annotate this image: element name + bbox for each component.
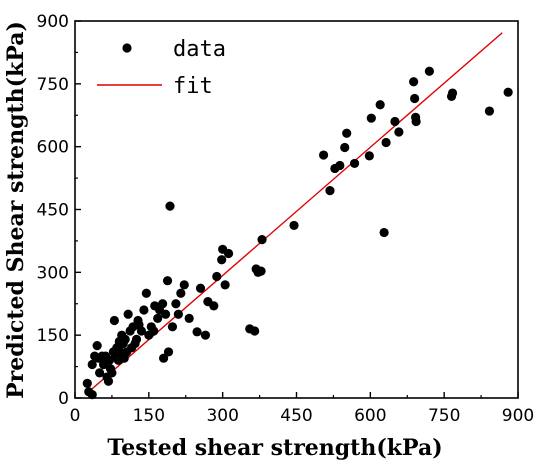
data-point — [325, 186, 335, 196]
data-point — [447, 88, 458, 98]
data-point — [153, 313, 163, 324]
data-point — [179, 280, 189, 290]
data-point — [250, 326, 260, 336]
data-point — [136, 326, 147, 336]
y-tick-label: 0 — [58, 389, 69, 409]
data-point — [162, 276, 173, 286]
data-point — [141, 288, 151, 298]
data-point — [318, 150, 329, 160]
data-point — [195, 283, 206, 293]
data-point — [87, 390, 97, 400]
legend-marker-data — [122, 43, 132, 53]
data-point — [289, 220, 299, 231]
data-point — [92, 341, 102, 351]
x-tick-label: 600 — [354, 406, 386, 426]
data-series — [82, 66, 513, 400]
data-point — [409, 77, 419, 87]
data-point — [223, 248, 234, 259]
legend: data fit — [97, 37, 226, 99]
data-point — [184, 313, 194, 324]
data-point — [209, 301, 219, 311]
data-point — [390, 116, 400, 127]
data-point — [335, 160, 345, 171]
data-point — [158, 299, 168, 309]
data-point — [131, 334, 142, 344]
x-tick-labels: 0 150 300 450 600 750 900 — [70, 406, 535, 426]
data-point — [381, 137, 391, 148]
y-tick-label: 300 — [37, 263, 69, 283]
data-point — [149, 326, 159, 336]
data-point — [349, 158, 360, 169]
data-point — [212, 271, 222, 282]
data-point — [220, 280, 230, 290]
data-point — [171, 299, 181, 309]
data-point — [103, 376, 114, 386]
data-point — [173, 309, 183, 319]
data-point — [503, 87, 513, 97]
y-tick-label: 600 — [37, 138, 69, 158]
y-tick-label: 750 — [37, 75, 69, 95]
data-point — [163, 347, 174, 357]
data-point — [165, 201, 175, 211]
data-point — [424, 66, 434, 76]
data-point — [176, 288, 186, 298]
x-tick-label: 900 — [502, 406, 534, 426]
axis-ticks — [74, 20, 519, 399]
data-point — [256, 266, 266, 276]
data-point — [411, 116, 421, 127]
data-point — [159, 353, 169, 363]
data-point — [82, 378, 92, 388]
y-tick-label: 450 — [37, 201, 69, 221]
x-axis-title: Tested shear strength(kPa) — [107, 435, 442, 461]
data-point — [484, 106, 495, 116]
x-tick-label: 300 — [206, 406, 238, 426]
data-point — [257, 235, 267, 245]
data-point — [379, 227, 389, 238]
data-point — [342, 128, 352, 138]
data-point — [366, 113, 376, 123]
legend-label-fit: fit — [173, 74, 213, 99]
data-point — [340, 142, 350, 153]
data-point — [364, 151, 374, 161]
x-tick-label: 750 — [428, 406, 460, 426]
data-point — [217, 255, 227, 265]
data-point — [95, 368, 105, 378]
data-point — [87, 359, 97, 370]
data-point — [200, 330, 211, 340]
x-tick-label: 0 — [70, 406, 81, 426]
data-point — [375, 100, 385, 110]
data-point — [192, 327, 202, 337]
x-tick-label: 450 — [280, 406, 312, 426]
y-tick-labels: 0 150 300 450 600 750 900 — [37, 12, 69, 409]
data-point — [107, 368, 117, 378]
legend-label-data: data — [173, 37, 226, 62]
y-tick-label: 150 — [37, 326, 69, 346]
data-point — [410, 93, 420, 104]
y-axis-title: Predicted Shear strength(kPa) — [3, 21, 29, 399]
x-tick-label: 150 — [133, 406, 165, 426]
y-tick-label: 900 — [37, 12, 69, 32]
data-point — [160, 309, 171, 319]
data-point — [139, 305, 149, 315]
data-point — [120, 334, 130, 344]
data-point — [109, 315, 119, 326]
data-point — [167, 322, 178, 332]
data-point — [123, 309, 133, 319]
data-point — [394, 127, 404, 137]
